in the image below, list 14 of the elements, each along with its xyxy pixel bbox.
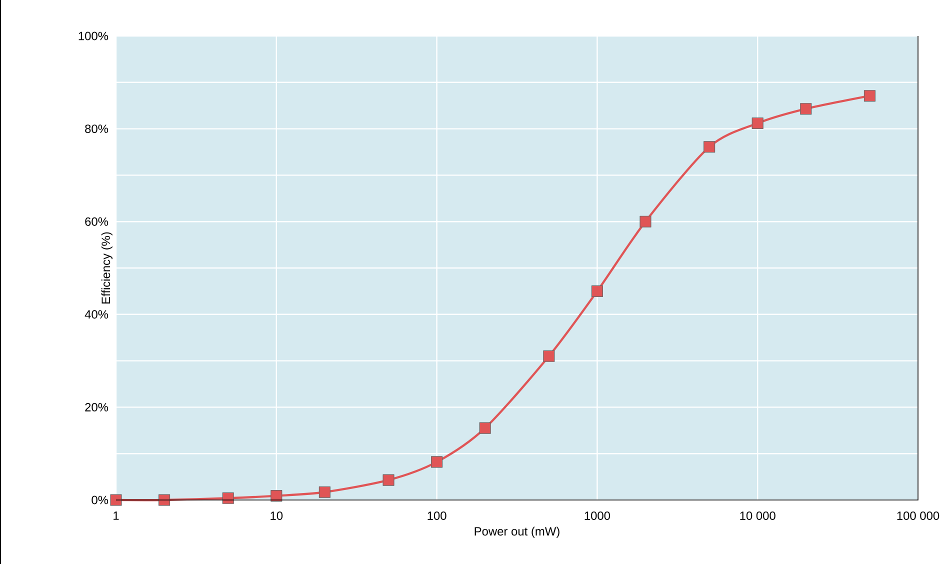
y-tick-label: 60% [85,217,108,226]
x-tick-label: 100 000 [897,511,940,520]
x-tick-label: 100 [428,511,446,520]
y-tick-label: 80% [85,124,108,134]
x-tick-label: 10 000 [740,511,776,520]
x-axis-title: Power out (mW) [474,526,560,538]
y-tick-label: 100% [78,32,108,40]
y-tick-label: 40% [84,310,108,319]
y-tick-label: 20% [85,402,108,412]
x-tick-label: 1 [114,511,119,520]
y-axis-title: Efficiency (%) [101,232,112,304]
x-tick-label: 1000 [584,511,610,520]
x-tick-label: 10 [270,511,283,520]
y-tick-label: 0% [92,496,108,504]
